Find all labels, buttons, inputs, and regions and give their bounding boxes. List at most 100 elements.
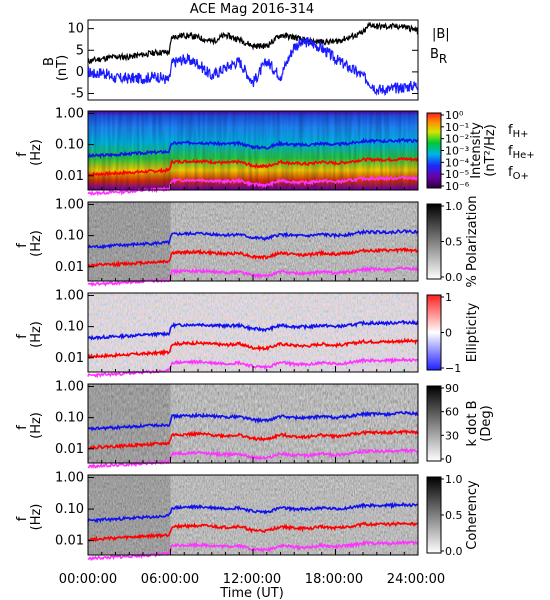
colorbar-tick-label: 10⁻⁵ <box>445 168 469 181</box>
y-tick-label: 0.10 <box>55 320 84 335</box>
y-tick-label: 0.10 <box>55 138 84 153</box>
y-axis-unit: (Hz) <box>29 412 44 439</box>
y-axis-unit: (Hz) <box>29 504 44 531</box>
panel-intensity: 1.00 0.10 0.01 f (Hz) 10⁰10⁻¹10⁻²10⁻³10⁻⁴10⁻⁵… <box>15 106 535 197</box>
spectrogram-shade <box>88 384 171 463</box>
gyrofrequency-line-f_He <box>88 521 419 543</box>
colorbar-tick-label: 0.0 <box>445 545 463 558</box>
y-tick-label: 5 <box>76 43 84 58</box>
colorbar-tick-label: 1 <box>445 291 452 304</box>
y-tick-label: 0.01 <box>55 169 84 184</box>
y-tick-label: 1.00 <box>55 197 84 212</box>
colorbar-label: Ellipticity <box>465 302 480 362</box>
y-tick-label: 0.10 <box>55 502 84 517</box>
colorbar-unit: (Deg) <box>479 405 494 441</box>
y-tick-label: 0 <box>76 65 84 80</box>
legend-B-R: BR <box>430 47 447 66</box>
colorbar <box>426 112 442 189</box>
colorbar-tick-label: 60 <box>445 406 459 419</box>
y-tick-label: -5 <box>71 87 84 102</box>
panel-polarization: 1.00 0.10 0.01 f (Hz) 1.0 0.5 0.0% Polarization <box>15 195 480 287</box>
spectrogram-shade <box>88 202 171 281</box>
colorbar-label: Coherency <box>465 480 480 550</box>
gyrofrequency-line-f_H <box>87 228 419 250</box>
colorbar-tick-label: 0.5 <box>445 236 463 249</box>
colorbar-tick-label: 10⁰ <box>445 109 464 122</box>
legend-O+: fO+ <box>508 165 529 182</box>
colorbar-tick-label: 10⁻³ <box>445 145 469 158</box>
gyrofrequency-line-f_He <box>87 247 419 268</box>
colorbar-tick-label: 0 <box>445 327 452 340</box>
y-axis-unit: (Hz) <box>29 139 44 166</box>
colorbar-label: Intensity <box>469 122 484 179</box>
colorbar <box>426 476 442 554</box>
gyrofrequency-line-f_He <box>87 429 418 451</box>
x-tick-label: 06:00:00 <box>141 572 199 587</box>
legend-B-total: |B| <box>432 27 450 42</box>
spectrogram-texture <box>88 111 418 190</box>
y-tick-label: 1.00 <box>55 379 84 394</box>
y-tick-label: 0.01 <box>55 534 84 549</box>
series-line-B-R <box>87 37 418 97</box>
y-axis-label: f <box>15 516 30 521</box>
colorbar <box>426 385 442 462</box>
colorbar-tick-label: 10⁻⁴ <box>445 156 470 169</box>
gyrofrequency-line-f_H <box>87 319 419 341</box>
x-tick-label: 00:00:00 <box>59 572 117 587</box>
x-tick-label: 12:00:00 <box>223 572 281 587</box>
colorbar-label: k dot B <box>465 400 480 446</box>
colorbar-tick-label: 10⁻² <box>445 133 469 146</box>
gyrofrequency-line-f_H <box>87 501 419 524</box>
gyrofrequency-line-f_He <box>87 337 419 360</box>
y-tick-label: 0.10 <box>55 229 84 244</box>
y-tick-label: 10 <box>67 22 84 37</box>
colorbar-tick-label: 30 <box>445 429 459 442</box>
legend-He+: fHe+ <box>508 144 535 161</box>
colorbar-tick-label: 0.5 <box>445 509 463 522</box>
y-tick-label: 1.00 <box>55 288 84 303</box>
gyrofrequency-line-f_H <box>87 137 419 159</box>
y-axis-label: f <box>15 425 30 430</box>
y-tick-label: 0.01 <box>55 442 84 457</box>
y-axis-unit: (Hz) <box>29 321 44 348</box>
colorbar-tick-label: 0.0 <box>445 271 463 284</box>
panel-magnetic-field: 10 5 0 -5 B(nT) |B| BR <box>42 19 450 102</box>
panel-ellipticity: 1.00 0.10 0.01 f (Hz) 1 0 −1 Ellipticity <box>15 288 480 379</box>
colorbar-tick-label: 1.0 <box>445 200 463 213</box>
y-axis-label: f <box>15 334 30 339</box>
colorbar <box>426 203 442 280</box>
colorbar-tick-label: 10⁻⁶ <box>445 180 470 193</box>
y-axis-unit: (Hz) <box>29 230 44 257</box>
colorbar-tick-label: 90 <box>445 382 459 395</box>
series-line-B-total <box>87 21 419 65</box>
plot-frame <box>87 19 419 101</box>
colorbar <box>426 294 442 371</box>
x-axis: 00:00:00 06:00:00 12:00:00 18:00:00 24:0… <box>59 572 445 600</box>
y-tick-label: 0.10 <box>55 411 84 426</box>
colorbar-tick-label: 10⁻¹ <box>445 121 469 134</box>
y-axis-label: f <box>15 243 30 248</box>
y-tick-label: 0.01 <box>55 260 84 275</box>
legend-H+: fH+ <box>508 123 528 140</box>
gyrofrequency-line-f_H <box>87 410 419 432</box>
chart-title: ACE Mag 2016-314 <box>190 2 314 17</box>
y-tick-label: 1.00 <box>55 470 84 485</box>
y-axis-label: B <box>42 57 57 66</box>
spectrogram-shade <box>88 475 171 555</box>
panel-wave-normal-angle: 1.00 0.10 0.01 f (Hz) 90 60 30 0 k dot B (Deg) <box>15 379 494 470</box>
colorbar-tick-label: 0 <box>445 453 452 466</box>
x-tick-label: 18:00:00 <box>305 572 363 587</box>
y-axis-label: f <box>15 152 30 157</box>
colorbar-unit: (nT²/Hz) <box>483 124 498 177</box>
gyrofrequency-line-f_He <box>87 156 419 178</box>
y-axis-unit: (nT) <box>55 55 70 81</box>
x-tick-label: 24:00:00 <box>387 572 445 587</box>
colorbar-label: % Polarization <box>465 195 480 287</box>
colorbar-tick-label: 1.0 <box>445 473 463 486</box>
colorbar-tick-label: −1 <box>445 362 461 375</box>
x-axis-label: Time (UT) <box>219 586 284 600</box>
y-tick-label: 0.01 <box>55 351 84 366</box>
